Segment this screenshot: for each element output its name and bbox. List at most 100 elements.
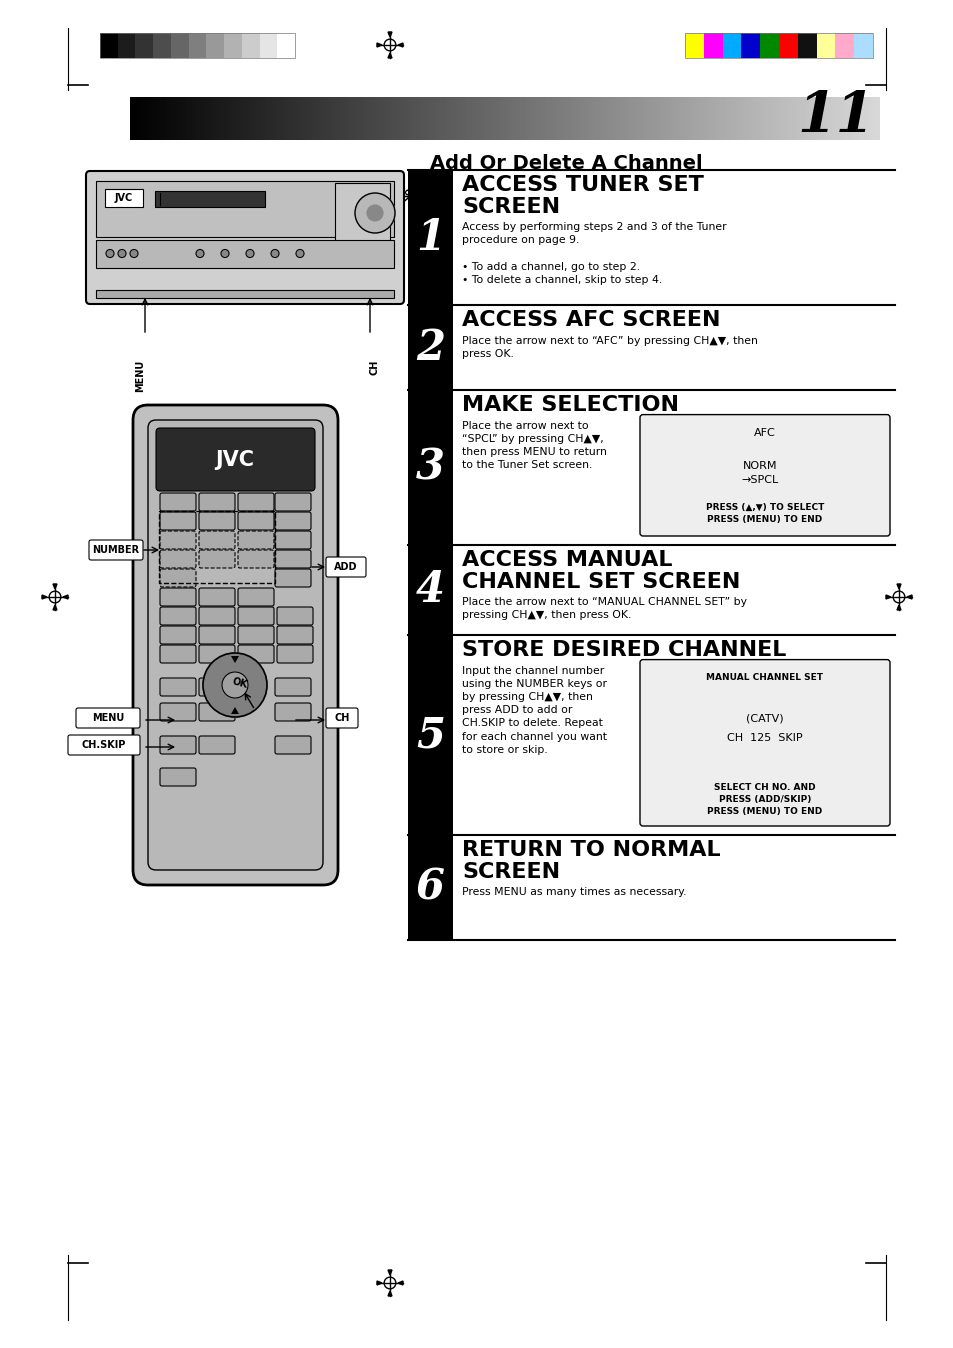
Bar: [170, 97, 172, 140]
FancyBboxPatch shape: [274, 736, 311, 754]
Bar: [552, 97, 555, 140]
Bar: [515, 97, 517, 140]
Bar: [667, 97, 670, 140]
Bar: [801, 97, 804, 140]
Bar: [535, 97, 537, 140]
Bar: [729, 97, 732, 140]
FancyBboxPatch shape: [199, 644, 234, 663]
Bar: [408, 170, 453, 305]
FancyBboxPatch shape: [160, 531, 195, 549]
Bar: [362, 97, 365, 140]
Bar: [539, 97, 542, 140]
Bar: [352, 97, 355, 140]
Bar: [171, 32, 189, 58]
Bar: [457, 97, 460, 140]
Polygon shape: [231, 706, 239, 714]
FancyBboxPatch shape: [276, 644, 313, 663]
Bar: [780, 97, 782, 140]
Bar: [382, 97, 385, 140]
Circle shape: [355, 193, 395, 233]
Bar: [180, 97, 183, 140]
Bar: [584, 97, 587, 140]
Bar: [145, 97, 148, 140]
Bar: [637, 97, 639, 140]
Bar: [152, 97, 155, 140]
Text: CH.SKIP: CH.SKIP: [82, 740, 126, 749]
Bar: [794, 97, 797, 140]
Bar: [415, 97, 417, 140]
Bar: [749, 97, 752, 140]
Text: CH: CH: [334, 713, 350, 723]
Bar: [245, 97, 248, 140]
Bar: [512, 97, 515, 140]
Bar: [774, 97, 778, 140]
Bar: [408, 390, 453, 545]
FancyBboxPatch shape: [160, 588, 195, 607]
Bar: [852, 97, 855, 140]
Bar: [609, 97, 613, 140]
FancyBboxPatch shape: [199, 531, 234, 549]
Bar: [707, 97, 710, 140]
Text: JVC: JVC: [215, 450, 254, 470]
Bar: [297, 97, 300, 140]
Bar: [820, 97, 822, 140]
FancyBboxPatch shape: [639, 659, 889, 826]
Bar: [174, 97, 178, 140]
Bar: [230, 97, 233, 140]
Bar: [877, 97, 880, 140]
Bar: [439, 97, 442, 140]
Bar: [408, 305, 453, 390]
Bar: [135, 32, 153, 58]
Bar: [492, 97, 495, 140]
FancyBboxPatch shape: [237, 512, 274, 530]
FancyBboxPatch shape: [199, 678, 234, 696]
Bar: [700, 97, 702, 140]
Bar: [857, 97, 860, 140]
Bar: [846, 97, 850, 140]
Bar: [387, 97, 390, 140]
Bar: [370, 97, 373, 140]
Bar: [470, 97, 473, 140]
Text: CH  125  SKIP: CH 125 SKIP: [726, 733, 802, 743]
Bar: [293, 97, 295, 140]
Bar: [804, 97, 807, 140]
Bar: [510, 97, 513, 140]
Bar: [205, 97, 208, 140]
Bar: [142, 97, 146, 140]
Text: NORM: NORM: [742, 461, 777, 472]
Polygon shape: [376, 1281, 381, 1285]
Bar: [712, 97, 715, 140]
Bar: [841, 97, 844, 140]
Bar: [837, 97, 840, 140]
Text: 6: 6: [416, 867, 444, 909]
Text: Input the channel number
using the NUMBER keys or
by pressing CH▲▼, then
press A: Input the channel number using the NUMBE…: [461, 666, 606, 755]
Bar: [482, 97, 485, 140]
Bar: [274, 97, 277, 140]
Bar: [188, 97, 191, 140]
Bar: [224, 32, 242, 58]
Bar: [313, 97, 315, 140]
Bar: [659, 97, 662, 140]
Circle shape: [246, 249, 253, 257]
Bar: [168, 97, 171, 140]
Bar: [435, 97, 437, 140]
Bar: [589, 97, 593, 140]
Bar: [390, 97, 393, 140]
Bar: [507, 97, 510, 140]
Bar: [217, 97, 220, 140]
Bar: [408, 545, 453, 635]
Polygon shape: [397, 43, 402, 47]
Bar: [564, 97, 567, 140]
Bar: [397, 97, 400, 140]
Bar: [635, 97, 638, 140]
FancyBboxPatch shape: [160, 550, 195, 568]
Bar: [392, 97, 395, 140]
Bar: [213, 97, 215, 140]
Polygon shape: [896, 605, 900, 611]
Bar: [314, 97, 317, 140]
Bar: [740, 97, 742, 140]
Text: OK: OK: [231, 677, 249, 690]
Bar: [497, 97, 500, 140]
Bar: [797, 97, 800, 140]
Bar: [117, 32, 136, 58]
